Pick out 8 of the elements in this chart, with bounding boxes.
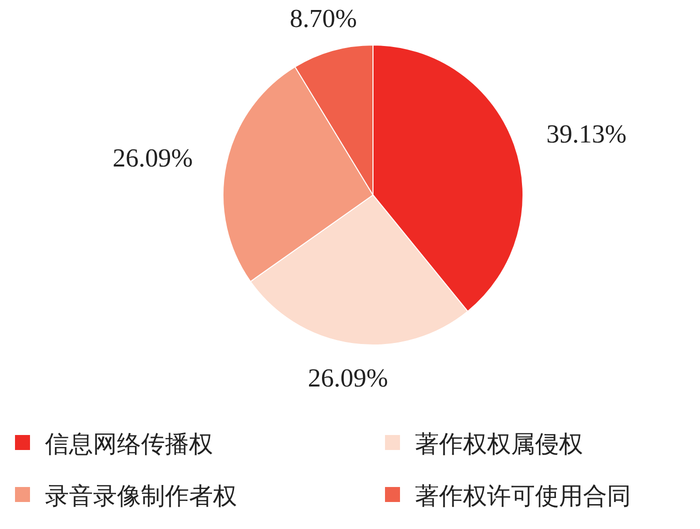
legend-label: 信息网络传播权	[45, 430, 213, 458]
data-label: 39.13%	[546, 119, 627, 148]
data-label: 8.70%	[290, 4, 357, 33]
legend-label: 录音录像制作者权	[45, 482, 237, 510]
legend-label: 著作权权属侵权	[415, 430, 583, 458]
data-label: 26.09%	[112, 144, 193, 173]
legend-label: 著作权许可使用合同	[415, 482, 631, 510]
data-label: 26.09%	[308, 363, 388, 392]
